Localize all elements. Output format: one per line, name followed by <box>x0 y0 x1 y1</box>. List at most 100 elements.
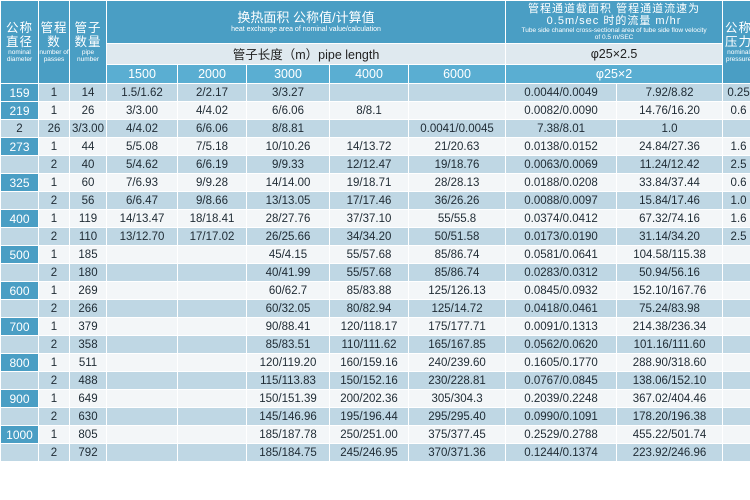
cell-flow-rate: 15.84/17.46 <box>617 192 723 209</box>
table-row: 1000 1 805 185/187.78 250/251.00 375/377.45 0.… <box>1 426 750 443</box>
cell-passes: 2 <box>39 228 69 245</box>
nominal-diameter-label: 公称直径 <box>5 21 33 49</box>
cell-area-6000: 85/86.74 <box>409 246 506 263</box>
cell-nominal-diameter: 159 <box>1 84 38 101</box>
cell-passes: 2 <box>39 336 69 353</box>
cell-nominal-diameter: 600 <box>1 282 38 299</box>
cell-area-6000: 375/377.45 <box>409 426 506 443</box>
cell-area-1500 <box>107 246 177 263</box>
table-row: 2 26 3/3.00 4/4.02 6/6.06 8/8.81 0.0041/0.0045… <box>1 120 750 137</box>
cell-area-1500: 14/13.47 <box>107 210 177 227</box>
cell-passes: 1 <box>39 318 69 335</box>
table-row: 2 56 6/6.47 9/8.66 13/13.05 17/17.46 36/26.26 0… <box>1 192 750 209</box>
cell-nominal-pressure: 1.0 <box>723 192 750 209</box>
table-row: 2 630 145/146.96 195/196.44 295/295.40 0.0990… <box>1 408 750 425</box>
table-row: 2 40 5/4.62 6/6.19 9/9.33 12/12.47 19/18.76 0.0… <box>1 156 750 173</box>
cell-area-3000: 14/14.00 <box>247 174 329 191</box>
pipe-length-label: 管子长度（m）pipe length <box>232 48 380 62</box>
cell-passes: 2 <box>39 444 69 461</box>
cell-area-6000: 295/295.40 <box>409 408 506 425</box>
cell-area-6000: 50/51.58 <box>409 228 506 245</box>
cell-area-2000 <box>178 282 246 299</box>
table-header: 公称直径 nominal diameter 管程数 number of pass… <box>1 1 750 83</box>
cell-nominal-pressure: 0.6 <box>723 174 750 191</box>
cell-area-4000: 150/152.16 <box>330 372 408 389</box>
cell-channel-area: 0.0091/0.1313 <box>506 318 617 335</box>
cell-passes: 1 <box>39 102 69 119</box>
header-pipe-length: 管子长度（m）pipe length <box>107 44 506 64</box>
nominal-diameter-label-en: nominal diameter <box>6 49 33 63</box>
cell-area-2000: 6/6.19 <box>178 156 246 173</box>
cell-nominal-diameter: 219 <box>1 102 38 119</box>
cell-passes: 2 <box>39 408 69 425</box>
cell-area-2000 <box>178 336 246 353</box>
cell-area-1500 <box>107 282 177 299</box>
cell-pipe-number: 792 <box>70 444 106 461</box>
cell-passes: 1 <box>39 174 69 191</box>
table-row: 2 792 185/184.75 245/246.95 370/371.36 0.1244… <box>1 444 750 461</box>
cell-channel-area: 0.1605/0.1770 <box>506 354 617 371</box>
cell-nominal-pressure <box>723 408 750 425</box>
cell-area-1500 <box>107 264 177 281</box>
cell-nominal-diameter <box>1 300 38 317</box>
cell-nominal-diameter: 2 <box>1 120 38 137</box>
cell-area-4000: 110/111.62 <box>330 336 408 353</box>
cell-area-4000: 245/246.95 <box>330 444 408 461</box>
header-spec-b: φ25×2 <box>506 65 723 83</box>
cell-area-4000: 160/159.16 <box>330 354 408 371</box>
cell-nominal-diameter: 500 <box>1 246 38 263</box>
cell-area-6000: 19/18.76 <box>409 156 506 173</box>
cell-flow-rate: 24.84/27.36 <box>617 138 723 155</box>
table-row: 2 358 85/83.51 110/111.62 165/167.85 0.0562/0… <box>1 336 750 353</box>
cell-area-3000: 13/13.05 <box>247 192 329 209</box>
cell-area-1500 <box>107 300 177 317</box>
cell-area-3000: 3/3.27 <box>247 84 329 101</box>
spec-a-label: φ25×2.5 <box>590 47 638 61</box>
cell-area-4000: 200/202.36 <box>330 390 408 407</box>
cell-pipe-number: 269 <box>70 282 106 299</box>
cell-flow-rate: 11.24/12.42 <box>617 156 723 173</box>
nominal-pressure-label-en: nominal pressure <box>725 49 750 63</box>
cell-channel-area: 0.0990/0.1091 <box>506 408 617 425</box>
cell-flow-rate: 1.0 <box>617 120 723 137</box>
cell-nominal-diameter <box>1 444 38 461</box>
table-row: 273 1 44 5/5.08 7/5.18 10/10.26 14/13.72 21/20.… <box>1 138 750 155</box>
cell-area-6000: 305/304.3 <box>409 390 506 407</box>
cell-area-6000: 55/55.8 <box>409 210 506 227</box>
cell-passes: 1 <box>39 138 69 155</box>
cell-area-1500: 5/5.08 <box>107 138 177 155</box>
nominal-pressure-label: 公称压力 <box>725 21 750 49</box>
cell-area-6000: 85/86.74 <box>409 264 506 281</box>
cell-area-2000: 9/9.28 <box>178 174 246 191</box>
table-row: 400 1 119 14/13.47 18/18.41 28/27.76 37/37.10 5… <box>1 210 750 227</box>
cell-area-3000: 8/8.81 <box>247 120 329 137</box>
length-4000: 4000 <box>330 65 408 83</box>
cell-nominal-diameter: 800 <box>1 354 38 371</box>
cell-passes: 1 <box>39 246 69 263</box>
cell-area-6000: 125/126.13 <box>409 282 506 299</box>
cell-channel-area: 0.0845/0.0932 <box>506 282 617 299</box>
cell-area-1500 <box>107 408 177 425</box>
cell-area-3000: 10/10.26 <box>247 138 329 155</box>
cell-passes: 26 <box>39 120 69 137</box>
cell-area-1500 <box>107 318 177 335</box>
table-row: 2 488 115/113.83 150/152.16 230/228.81 0.0767… <box>1 372 750 389</box>
cell-area-4000: 55/57.68 <box>330 246 408 263</box>
cell-channel-area: 0.0088/0.0097 <box>506 192 617 209</box>
cell-nominal-pressure <box>723 390 750 407</box>
cell-channel-area: 0.0581/0.0641 <box>506 246 617 263</box>
cell-nominal-diameter <box>1 336 38 353</box>
cell-area-2000: 6/6.06 <box>178 120 246 137</box>
cell-area-2000 <box>178 426 246 443</box>
cell-pipe-number: 26 <box>70 102 106 119</box>
cell-area-1500: 5/4.62 <box>107 156 177 173</box>
cell-nominal-pressure <box>723 426 750 443</box>
cell-area-1500: 6/6.47 <box>107 192 177 209</box>
cell-area-2000 <box>178 264 246 281</box>
cell-channel-area: 0.0562/0.0620 <box>506 336 617 353</box>
table-row: 500 1 185 45/4.15 55/57.68 85/86.74 0.0581/0.0… <box>1 246 750 263</box>
cell-nominal-pressure: 1.6 <box>723 210 750 227</box>
cell-flow-rate: 104.58/115.38 <box>617 246 723 263</box>
cell-nominal-pressure <box>723 336 750 353</box>
header-pipe-number: 管子数量 pipe number <box>70 1 106 83</box>
